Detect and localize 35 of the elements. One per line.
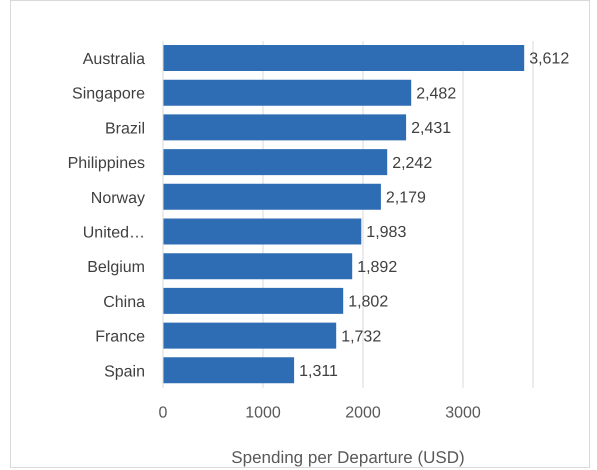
data-label: 1,983	[366, 224, 406, 242]
data-label: 3,612	[529, 50, 570, 68]
x-tick-label: 2000	[345, 404, 381, 422]
data-label: 1,732	[341, 328, 382, 346]
bar	[163, 184, 381, 210]
x-tick-label: 3000	[445, 404, 481, 422]
y-tick-label: United…	[82, 224, 145, 242]
bar	[163, 322, 336, 349]
x-axis-title: Spending per Departure (USD)	[231, 448, 465, 467]
data-label: 2,431	[411, 120, 452, 138]
y-tick-label: Norway	[90, 190, 145, 207]
x-tick-label: 1000	[245, 404, 281, 422]
y-tick-label: Philippines	[68, 155, 145, 172]
bar	[163, 357, 294, 384]
y-tick-label: Belgium	[87, 259, 145, 276]
bar	[163, 45, 524, 71]
data-label: 1,311	[299, 362, 338, 380]
y-tick-label: Brazil	[104, 120, 145, 138]
y-tick-label: Spain	[104, 363, 145, 380]
bar	[163, 288, 344, 314]
data-label: 1,802	[348, 294, 388, 311]
bar	[163, 114, 406, 140]
y-tick-label: Singapore	[72, 86, 146, 103]
data-label: 2,482	[416, 85, 456, 102]
data-label: 1,892	[357, 258, 398, 276]
y-tick-label: Australia	[82, 51, 146, 68]
y-tick-label: France	[95, 328, 146, 346]
x-tick-label: 0	[158, 404, 168, 422]
y-tick-label: China	[103, 294, 146, 311]
data-label: 2,242	[392, 154, 432, 172]
bar	[163, 149, 388, 176]
data-label: 2,179	[386, 189, 426, 206]
bar	[163, 80, 412, 106]
bar	[163, 218, 362, 244]
bar	[163, 253, 352, 280]
